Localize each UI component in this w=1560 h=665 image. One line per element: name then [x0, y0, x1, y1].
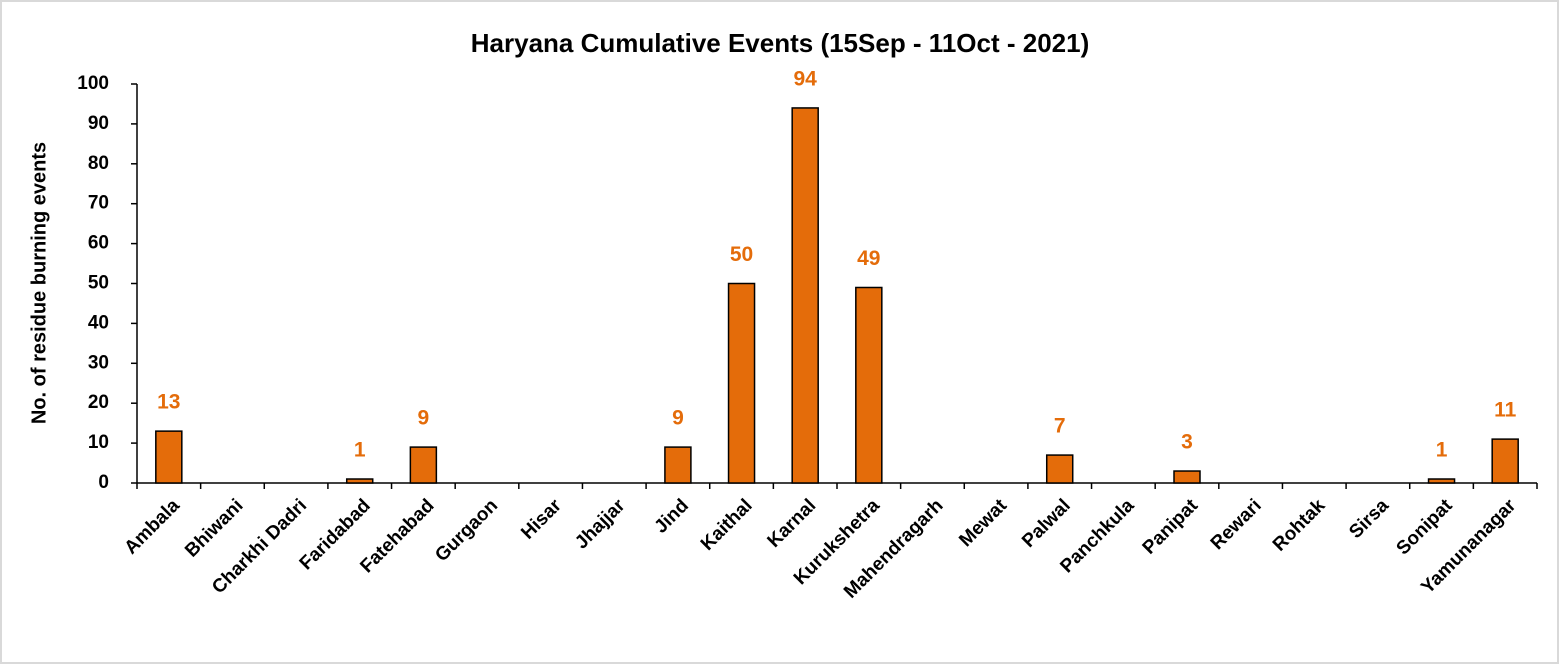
y-tick-label: 30	[88, 352, 109, 373]
y-tick-label: 50	[88, 273, 109, 294]
bar	[791, 107, 819, 484]
bar	[1173, 470, 1201, 484]
y-tick-label: 90	[88, 113, 109, 134]
y-tick-label: 10	[88, 432, 109, 453]
data-label: 13	[157, 391, 180, 414]
bar	[1427, 478, 1456, 484]
chart-title: Haryana Cumulative Events (15Sep - 11Oct…	[471, 28, 1090, 58]
bar	[1491, 438, 1519, 484]
data-label: 49	[857, 247, 880, 270]
bar	[727, 282, 756, 484]
data-label: 9	[672, 407, 684, 430]
data-label: 3	[1181, 431, 1193, 454]
bar	[664, 446, 692, 484]
data-label: 1	[1436, 439, 1448, 462]
y-tick-label: 40	[88, 312, 109, 333]
data-label: 1	[354, 439, 366, 462]
y-tick-label: 60	[88, 233, 109, 254]
y-tick-label: 0	[98, 472, 109, 493]
bar	[409, 446, 438, 484]
bar	[1045, 454, 1074, 484]
y-tick-label: 70	[88, 193, 109, 214]
y-axis-label: No. of residue burning events	[28, 142, 50, 424]
y-tick-label: 80	[88, 153, 109, 174]
data-label: 50	[730, 243, 753, 266]
data-label: 7	[1054, 415, 1066, 438]
data-label: 11	[1494, 399, 1517, 422]
y-tick-label: 20	[88, 392, 109, 413]
data-label: 9	[418, 407, 430, 430]
bar	[855, 286, 883, 484]
y-tick-label: 100	[77, 73, 109, 94]
data-label: 94	[794, 67, 818, 90]
bar	[155, 430, 183, 484]
bar	[345, 478, 374, 484]
